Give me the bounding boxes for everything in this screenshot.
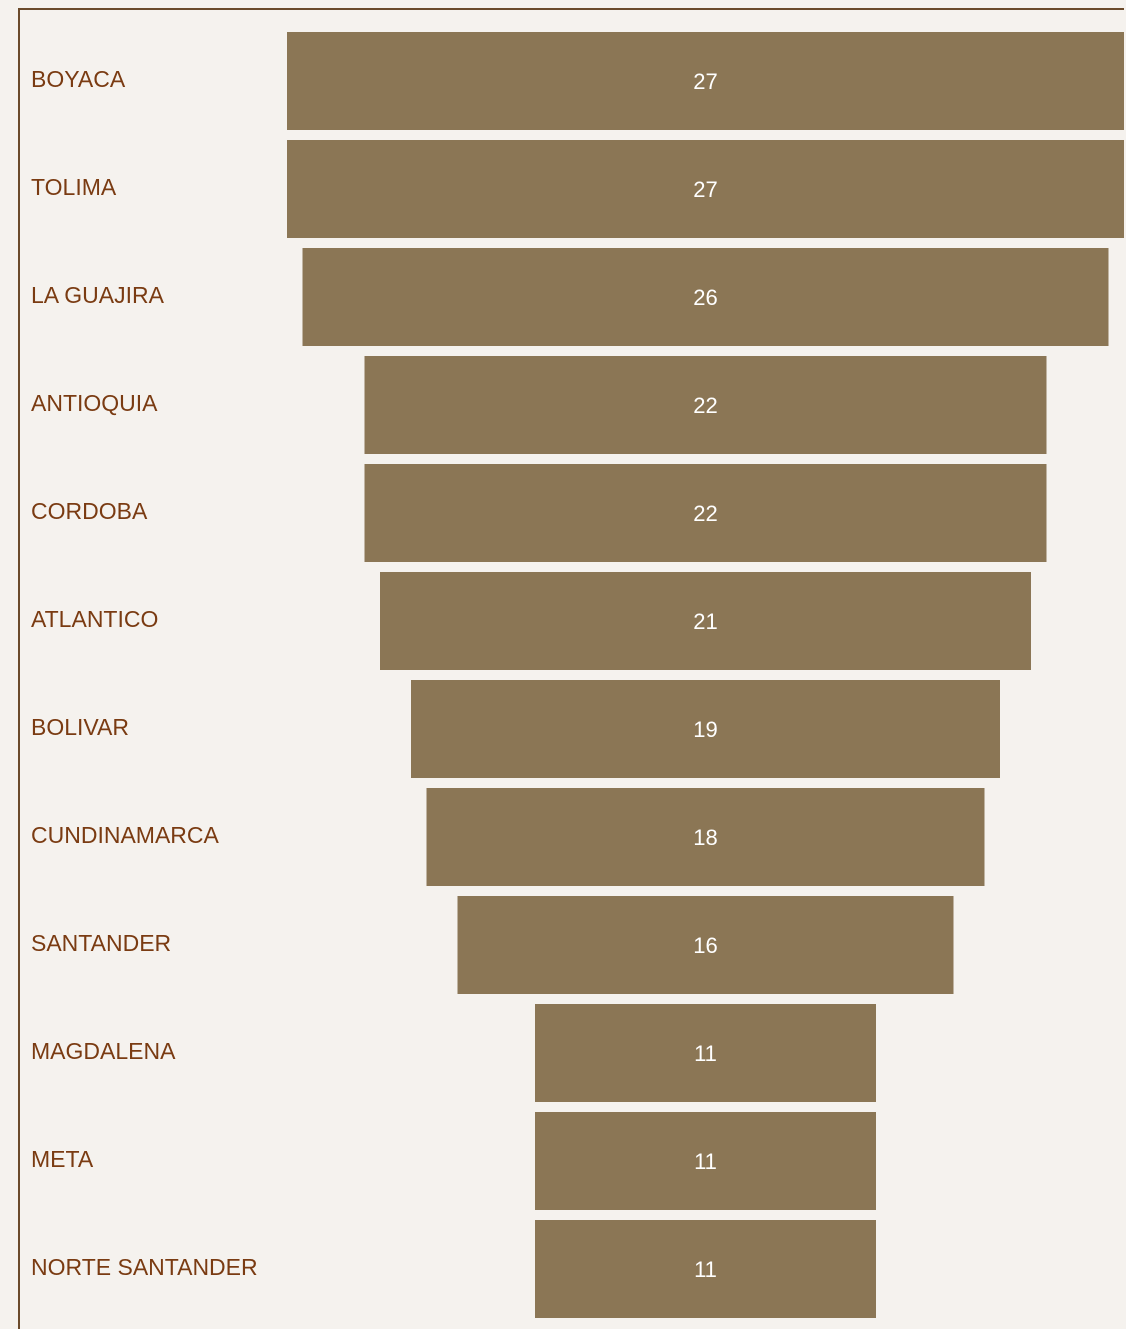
bar-antioquia bbox=[364, 356, 1047, 454]
category-label: ATLANTICO bbox=[31, 606, 158, 632]
category-label: META bbox=[31, 1146, 94, 1172]
value-label: 26 bbox=[693, 285, 717, 310]
category-label: LA GUAJIRA bbox=[31, 282, 165, 308]
category-label: BOLIVAR bbox=[31, 714, 129, 740]
bar-atlantico bbox=[380, 572, 1031, 670]
category-label: TOLIMA bbox=[31, 174, 117, 200]
bar-bolivar bbox=[411, 680, 1000, 778]
bar-magdalena bbox=[535, 1004, 876, 1102]
category-label: CUNDINAMARCA bbox=[31, 822, 220, 848]
bar-santander bbox=[457, 896, 954, 994]
bar-boyaca bbox=[287, 32, 1124, 130]
bar-la-guajira bbox=[302, 248, 1109, 346]
category-label: ANTIOQUIA bbox=[31, 390, 158, 416]
value-label: 19 bbox=[693, 717, 717, 742]
value-label: 11 bbox=[694, 1149, 717, 1174]
bar-cundinamarca bbox=[426, 788, 985, 886]
category-label: BOYACA bbox=[31, 66, 126, 92]
bar-meta bbox=[535, 1112, 876, 1210]
value-label: 16 bbox=[693, 933, 717, 958]
value-label: 27 bbox=[693, 69, 717, 94]
category-label: NORTE SANTANDER bbox=[31, 1254, 258, 1280]
value-label: 18 bbox=[693, 825, 717, 850]
category-label: MAGDALENA bbox=[31, 1038, 176, 1064]
value-label: 11 bbox=[694, 1257, 717, 1282]
value-label: 11 bbox=[694, 1041, 717, 1066]
value-label: 27 bbox=[693, 177, 717, 202]
category-label: CORDOBA bbox=[31, 498, 148, 524]
bar-cordoba bbox=[364, 464, 1047, 562]
bar-tolima bbox=[287, 140, 1124, 238]
value-label: 21 bbox=[693, 609, 717, 634]
bar-norte-santander bbox=[535, 1220, 876, 1318]
category-label: SANTANDER bbox=[31, 930, 171, 956]
value-label: 22 bbox=[693, 393, 717, 418]
value-label: 22 bbox=[693, 501, 717, 526]
